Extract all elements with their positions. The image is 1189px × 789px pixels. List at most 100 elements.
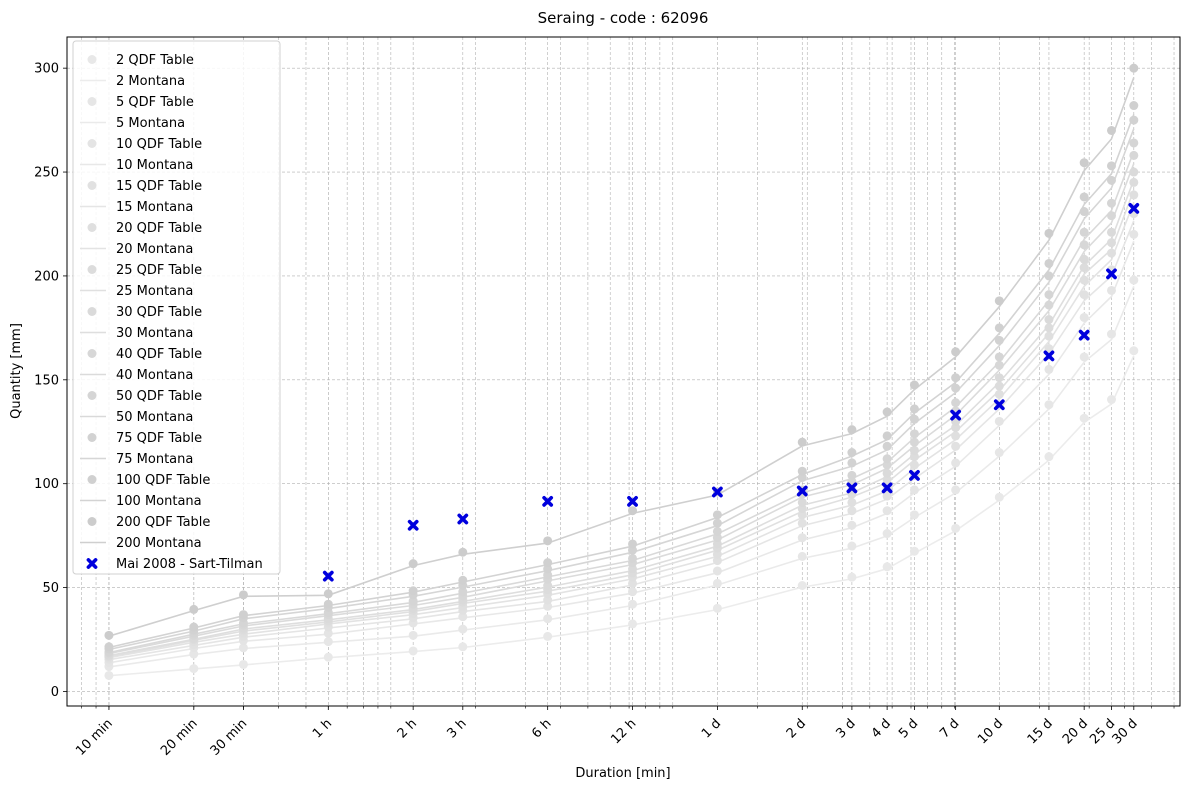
qdf-point bbox=[1106, 329, 1116, 339]
x-tick-label: 30 min bbox=[208, 716, 251, 759]
legend-marker-dot bbox=[87, 517, 97, 526]
legend-marker-dot bbox=[87, 433, 97, 442]
qdf-point bbox=[1129, 190, 1139, 200]
qdf-point bbox=[847, 541, 857, 551]
qdf-point bbox=[1106, 175, 1116, 185]
qdf-point bbox=[104, 642, 114, 652]
event-point bbox=[1078, 329, 1090, 341]
legend-entry: 2 Montana bbox=[80, 74, 185, 89]
y-axis-title: Quantity [mm] bbox=[9, 323, 24, 419]
qdf-point bbox=[408, 596, 418, 606]
event-point bbox=[950, 409, 962, 421]
qdf-point bbox=[1129, 63, 1139, 73]
x-tick-label: 1 h bbox=[310, 716, 335, 741]
qdf-point bbox=[882, 529, 892, 539]
legend-marker-dot bbox=[87, 391, 97, 400]
legend-label: 100 QDF Table bbox=[116, 473, 210, 488]
qdf-point bbox=[712, 578, 722, 588]
event-point bbox=[1128, 203, 1140, 214]
qdf-point bbox=[189, 649, 199, 659]
qdf-point bbox=[1044, 364, 1054, 374]
event-marker-shape bbox=[993, 399, 1005, 411]
y-tick-label: 300 bbox=[34, 62, 59, 77]
event-marker-shape bbox=[796, 485, 808, 497]
qdf-point bbox=[712, 533, 722, 543]
qdf-point bbox=[882, 491, 892, 501]
qdf-point bbox=[543, 536, 553, 546]
qdf-point bbox=[1079, 413, 1089, 423]
qdf-point bbox=[951, 398, 961, 408]
legend-label: 50 QDF Table bbox=[116, 389, 202, 404]
qdf-point bbox=[1129, 346, 1139, 356]
legend-entry: 15 Montana bbox=[80, 200, 193, 215]
qdf-point bbox=[909, 437, 919, 447]
qdf-point bbox=[797, 533, 807, 543]
qdf-point bbox=[994, 492, 1004, 502]
qdf-point bbox=[797, 510, 807, 520]
legend-box bbox=[72, 40, 281, 575]
legend-label: 100 Montana bbox=[116, 494, 202, 509]
qdf-point bbox=[543, 558, 553, 568]
legend-entry: 10 Montana bbox=[80, 158, 193, 173]
qdf-point bbox=[1129, 115, 1139, 125]
event-marker-shape bbox=[322, 570, 334, 582]
legend-label: 75 Montana bbox=[116, 452, 193, 467]
qdf-point bbox=[951, 441, 961, 451]
qdf-point bbox=[323, 637, 333, 647]
qdf-point bbox=[712, 526, 722, 536]
x-tick-label: 3 h bbox=[444, 716, 469, 741]
qdf-point bbox=[882, 562, 892, 572]
chart-title: Seraing - code : 62096 bbox=[538, 9, 709, 27]
qdf-point bbox=[951, 523, 961, 533]
qdf-point bbox=[628, 539, 638, 549]
x-tick-label: 1 d bbox=[699, 716, 724, 741]
qdf-point bbox=[1106, 238, 1116, 248]
qdf-point bbox=[1079, 227, 1089, 237]
event-marker-shape bbox=[1106, 268, 1117, 280]
event-point bbox=[1106, 268, 1117, 280]
event-marker-shape bbox=[909, 469, 920, 481]
legend-label: 5 Montana bbox=[116, 116, 185, 131]
event-marker-shape bbox=[457, 513, 469, 525]
qdf-point bbox=[847, 520, 857, 530]
qdf-point bbox=[1129, 275, 1139, 285]
qdf-point bbox=[104, 670, 114, 680]
legend-entry: 30 Montana bbox=[80, 326, 193, 341]
qdf-point bbox=[994, 296, 1004, 306]
legend-label: 20 QDF Table bbox=[116, 221, 202, 236]
event-marker-shape bbox=[627, 495, 638, 507]
legend-entry: 50 QDF Table bbox=[87, 389, 202, 404]
qdf-point bbox=[1044, 331, 1054, 341]
qdf-point bbox=[712, 549, 722, 559]
legend-label: 5 QDF Table bbox=[116, 95, 194, 110]
event-point bbox=[457, 513, 469, 525]
qdf-point bbox=[712, 603, 722, 613]
legend-label: 10 QDF Table bbox=[116, 137, 202, 152]
qdf-point bbox=[1079, 158, 1089, 168]
qdf-point bbox=[994, 416, 1004, 426]
qdf-point bbox=[797, 472, 807, 482]
event-point bbox=[627, 495, 638, 507]
qdf-point bbox=[1129, 167, 1139, 177]
data-layer bbox=[104, 63, 1140, 680]
legend-entry: 30 QDF Table bbox=[87, 305, 202, 320]
qdf-point bbox=[797, 551, 807, 561]
qdf-point bbox=[323, 589, 333, 599]
event-point bbox=[881, 482, 893, 494]
legend-entry: Mai 2008 - Sart-Tilman bbox=[86, 557, 263, 572]
qdf-point bbox=[847, 425, 857, 435]
event-marker-shape bbox=[711, 486, 723, 498]
qdf-point bbox=[1044, 258, 1054, 268]
qdf-point bbox=[797, 466, 807, 476]
y-tick-label: 250 bbox=[34, 166, 59, 181]
legend-marker-dot bbox=[87, 223, 97, 232]
legend-label: 200 Montana bbox=[116, 536, 202, 551]
qdf-point bbox=[1044, 315, 1054, 325]
qdf-point bbox=[847, 458, 857, 468]
event-point bbox=[1043, 350, 1055, 362]
qdf-point bbox=[847, 506, 857, 516]
legend-entry: 20 QDF Table bbox=[87, 221, 202, 236]
legend-label: 40 Montana bbox=[116, 368, 193, 383]
legend-label: 30 QDF Table bbox=[116, 305, 202, 320]
qdf-point bbox=[1044, 400, 1054, 410]
